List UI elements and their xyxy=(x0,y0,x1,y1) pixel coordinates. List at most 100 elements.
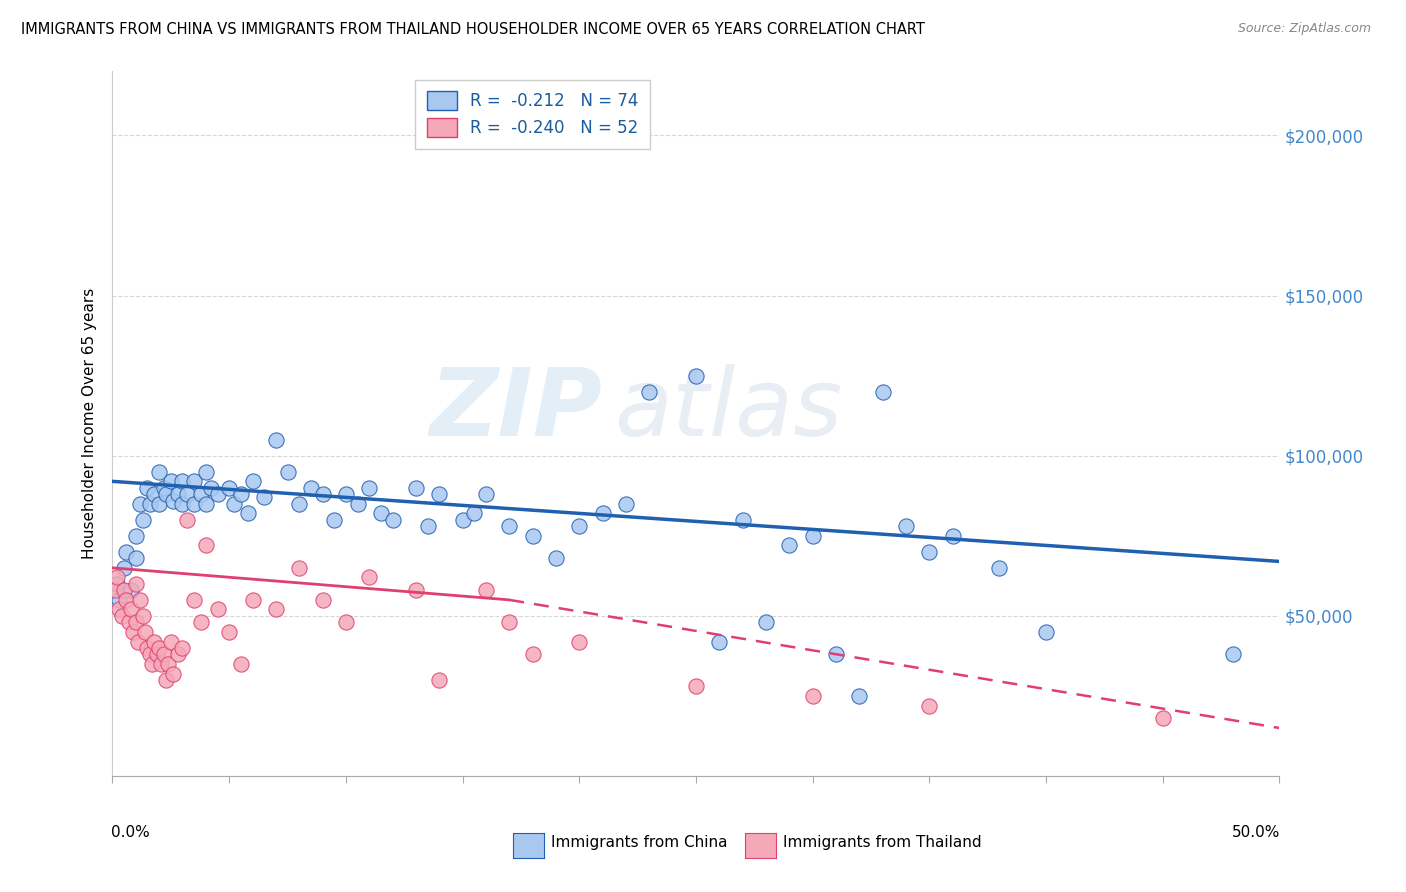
Point xyxy=(160,634,183,648)
Point xyxy=(143,634,166,648)
Point xyxy=(194,538,217,552)
Point xyxy=(155,673,177,687)
Point xyxy=(141,657,163,671)
Point xyxy=(1035,624,1057,639)
Text: 50.0%: 50.0% xyxy=(1232,825,1281,840)
Point xyxy=(335,487,357,501)
Point xyxy=(172,475,194,489)
Point xyxy=(276,465,298,479)
Point xyxy=(685,679,707,693)
Point xyxy=(176,487,198,501)
Point xyxy=(498,615,520,630)
Point xyxy=(370,507,392,521)
Text: Immigrants from Thailand: Immigrants from Thailand xyxy=(783,836,981,850)
Point xyxy=(463,507,485,521)
Point xyxy=(157,657,180,671)
Point xyxy=(264,433,287,447)
Point xyxy=(918,545,941,559)
Point xyxy=(105,570,128,584)
Point xyxy=(405,583,427,598)
Point xyxy=(176,513,198,527)
Point xyxy=(172,640,194,655)
Point xyxy=(132,513,155,527)
Point xyxy=(172,497,194,511)
Point xyxy=(311,487,333,501)
Point xyxy=(148,497,170,511)
Point xyxy=(848,689,870,703)
Point xyxy=(335,615,357,630)
Text: 0.0%: 0.0% xyxy=(111,825,150,840)
Point xyxy=(242,475,264,489)
Point xyxy=(166,648,188,662)
Point xyxy=(568,634,591,648)
Text: Source: ZipAtlas.com: Source: ZipAtlas.com xyxy=(1237,22,1371,36)
Point xyxy=(200,481,222,495)
Point xyxy=(207,487,229,501)
Point xyxy=(894,519,917,533)
Point xyxy=(162,493,184,508)
Point xyxy=(475,487,498,501)
Point xyxy=(568,519,591,533)
Point xyxy=(150,657,173,671)
Point xyxy=(359,481,381,495)
Point xyxy=(405,481,427,495)
Point xyxy=(194,465,217,479)
Point xyxy=(288,561,311,575)
Point xyxy=(146,648,169,662)
Point xyxy=(1152,711,1174,725)
Point xyxy=(183,497,205,511)
Point xyxy=(183,475,205,489)
Point xyxy=(139,497,162,511)
Point xyxy=(190,487,212,501)
Point xyxy=(427,673,450,687)
Point xyxy=(120,602,142,616)
Point xyxy=(988,561,1011,575)
Point xyxy=(129,497,152,511)
Legend: R =  -0.212   N = 74, R =  -0.240   N = 52: R = -0.212 N = 74, R = -0.240 N = 52 xyxy=(415,79,650,149)
Point xyxy=(112,561,135,575)
Point xyxy=(498,519,520,533)
Point xyxy=(918,698,941,713)
Point xyxy=(427,487,450,501)
Point xyxy=(323,513,346,527)
Point xyxy=(475,583,498,598)
Point xyxy=(592,507,614,521)
Point xyxy=(1222,648,1244,662)
Point xyxy=(236,507,259,521)
Point xyxy=(522,529,544,543)
Point xyxy=(242,592,264,607)
Point xyxy=(153,648,176,662)
Point xyxy=(872,384,894,399)
Point xyxy=(183,592,205,607)
Point xyxy=(105,577,128,591)
Point xyxy=(522,648,544,662)
Point xyxy=(346,497,368,511)
Point xyxy=(112,583,135,598)
Point xyxy=(104,583,127,598)
Point xyxy=(222,497,245,511)
Point xyxy=(136,640,159,655)
Point xyxy=(143,487,166,501)
Point xyxy=(942,529,965,543)
Point xyxy=(166,487,188,501)
Point xyxy=(685,368,707,383)
Point xyxy=(264,602,287,616)
Point xyxy=(253,491,276,505)
Point xyxy=(709,634,731,648)
Point xyxy=(229,657,252,671)
Point xyxy=(115,592,138,607)
Point xyxy=(825,648,848,662)
Point xyxy=(778,538,800,552)
Point xyxy=(111,608,134,623)
Point xyxy=(120,583,142,598)
Point xyxy=(118,615,141,630)
Text: Immigrants from China: Immigrants from China xyxy=(551,836,728,850)
Point xyxy=(218,624,240,639)
Point xyxy=(162,666,184,681)
Point xyxy=(115,545,138,559)
Point xyxy=(134,624,156,639)
Point xyxy=(544,551,567,566)
Point xyxy=(139,648,162,662)
Point xyxy=(731,513,754,527)
Point xyxy=(218,481,240,495)
